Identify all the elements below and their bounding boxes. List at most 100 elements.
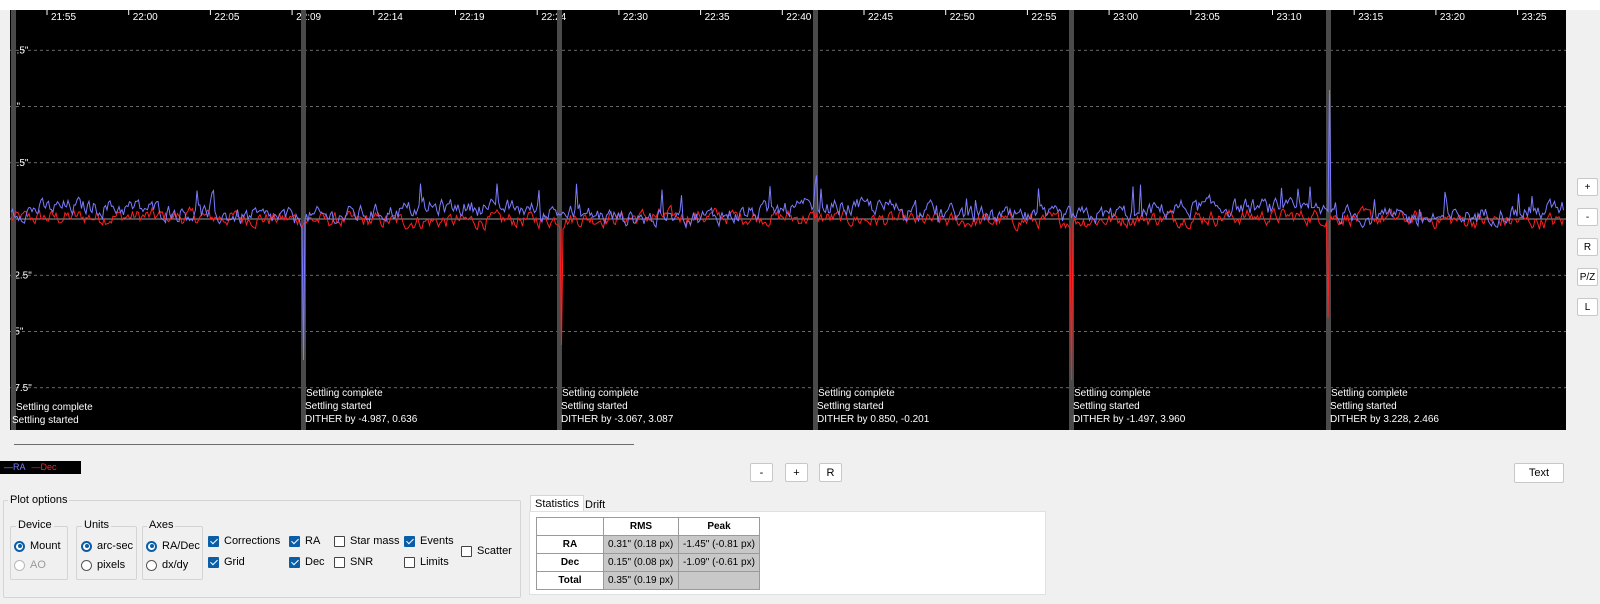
plot-options-title: Plot options — [8, 494, 70, 506]
ra-trace — [10, 89, 1564, 361]
length-button[interactable]: L — [1577, 298, 1598, 316]
event-label: DITHER by 3.228, 2.466 — [1330, 414, 1439, 425]
event-label: Settling complete — [1331, 388, 1408, 399]
time-label: 22:45 — [868, 12, 893, 23]
time-label: 22:30 — [623, 12, 648, 23]
checkbox-icon — [404, 556, 415, 568]
header-rms: RMS — [603, 517, 679, 536]
zoom-in-button[interactable]: + — [1577, 178, 1598, 196]
grid-checkbox[interactable]: Grid — [208, 556, 245, 568]
time-label: 23:15 — [1358, 12, 1383, 23]
event-label: DITHER by 0.850, -0.201 — [817, 414, 930, 425]
table-corner — [536, 517, 604, 536]
dither-band — [11, 10, 16, 430]
limits-checkbox[interactable]: Limits — [404, 556, 449, 568]
checkbox-checked-icon — [208, 556, 219, 568]
star-mass-checkbox[interactable]: Star mass — [334, 535, 400, 547]
rms-value: 0.31" (0.18 px) — [603, 535, 679, 554]
event-label: Settling started — [1073, 401, 1140, 412]
event-label: Settling started — [305, 401, 372, 412]
checkbox-checked-icon — [404, 535, 415, 547]
horizontal-scrollbar[interactable] — [14, 444, 634, 445]
checkbox-checked-icon — [289, 535, 300, 547]
event-label: Settling started — [1330, 401, 1397, 412]
row-label: Dec — [536, 553, 604, 572]
reset-scale-button[interactable]: R — [1577, 238, 1598, 256]
time-label: 22:50 — [950, 12, 975, 23]
radio-selected-icon — [81, 540, 92, 552]
statistics-table: RMS Peak RA 0.31" (0.18 px) -1.45" (-0.8… — [536, 517, 760, 590]
radio-selected-icon — [146, 540, 157, 552]
checkbox-icon — [334, 556, 345, 568]
time-label: 22:19 — [460, 12, 485, 23]
event-label: Settling complete — [1074, 388, 1151, 399]
event-label: Settling started — [561, 401, 628, 412]
time-label: 22:40 — [786, 12, 811, 23]
event-label: Settling started — [817, 401, 884, 412]
mount-radio[interactable]: Mount — [14, 540, 61, 552]
corrections-checkbox[interactable]: Corrections — [208, 535, 280, 547]
time-label: 21:55 — [51, 12, 76, 23]
tab-drift[interactable]: Drift — [585, 499, 606, 511]
time-label: 22:35 — [705, 12, 730, 23]
guiding-graph[interactable]: 21:55 22:00 22:05 22:09 22:14 22:19 22:24 22:30… — [0, 0, 1600, 432]
table-row: Dec 0.15" (0.08 px) -1.09" (-0.61 px) — [536, 553, 760, 572]
dxdy-radio[interactable]: dx/dy — [146, 559, 188, 571]
time-label: 22:09 — [296, 12, 321, 23]
device-title: Device — [16, 519, 54, 531]
time-label: 23:05 — [1195, 12, 1220, 23]
pan-zoom-button[interactable]: P/Z — [1577, 268, 1598, 286]
graph-reset-button[interactable]: R — [819, 463, 842, 482]
checkbox-checked-icon — [208, 535, 219, 547]
checkbox-icon — [334, 535, 345, 547]
pixels-radio[interactable]: pixels — [81, 559, 125, 571]
y-axis-label: 7.5" — [11, 45, 29, 56]
text-view-button[interactable]: Text — [1514, 463, 1564, 483]
zoom-out-button[interactable]: - — [1577, 208, 1598, 226]
time-label: 22:05 — [214, 12, 239, 23]
peak-value — [678, 571, 760, 590]
scatter-checkbox[interactable]: Scatter — [461, 545, 512, 557]
graph-minus-button[interactable]: - — [750, 463, 773, 482]
ao-radio[interactable]: AO — [14, 559, 46, 571]
event-label: Settling started — [12, 415, 79, 426]
dither-band — [1069, 10, 1074, 430]
tab-statistics[interactable]: Statistics — [530, 495, 585, 511]
dec-checkbox[interactable]: Dec — [289, 556, 325, 568]
time-label: 23:00 — [1113, 12, 1138, 23]
axes-title: Axes — [147, 519, 176, 531]
time-label: 22:00 — [133, 12, 158, 23]
units-group — [76, 526, 137, 580]
checkbox-icon — [461, 545, 472, 557]
events-checkbox[interactable]: Events — [404, 535, 454, 547]
units-title: Units — [82, 519, 112, 531]
time-label: 22:14 — [378, 12, 403, 23]
plot-options-group — [3, 500, 521, 598]
graph-legend: —RA —Dec — [0, 461, 81, 474]
time-label: 22:55 — [1031, 12, 1056, 23]
radio-disabled-icon — [14, 559, 25, 571]
time-label: 23:20 — [1440, 12, 1465, 23]
checkbox-checked-icon — [289, 556, 300, 568]
event-label: Settling complete — [16, 402, 93, 413]
y-axis-label: -5" — [11, 327, 24, 338]
graph-plus-button[interactable]: + — [785, 463, 808, 482]
row-label: Total — [536, 571, 604, 590]
arcsec-radio[interactable]: arc-sec — [81, 540, 133, 552]
event-label: DITHER by -4.987, 0.636 — [305, 414, 418, 425]
device-group — [10, 526, 68, 580]
peak-value: -1.09" (-0.61 px) — [678, 553, 760, 572]
snr-checkbox[interactable]: SNR — [334, 556, 373, 568]
legend-ra: —RA — [4, 462, 26, 472]
event-label: DITHER by -3.067, 3.087 — [561, 414, 674, 425]
time-label: 22:24 — [541, 12, 566, 23]
ra-checkbox[interactable]: RA — [289, 535, 320, 547]
header-peak: Peak — [678, 517, 760, 536]
axes-group — [142, 526, 203, 580]
radio-selected-icon — [14, 540, 25, 552]
radec-radio[interactable]: RA/Dec — [146, 540, 200, 552]
table-row: Total 0.35" (0.19 px) — [536, 571, 760, 590]
legend-dec: —Dec — [31, 462, 57, 472]
radio-icon — [81, 559, 92, 571]
event-label: Settling complete — [818, 388, 895, 399]
